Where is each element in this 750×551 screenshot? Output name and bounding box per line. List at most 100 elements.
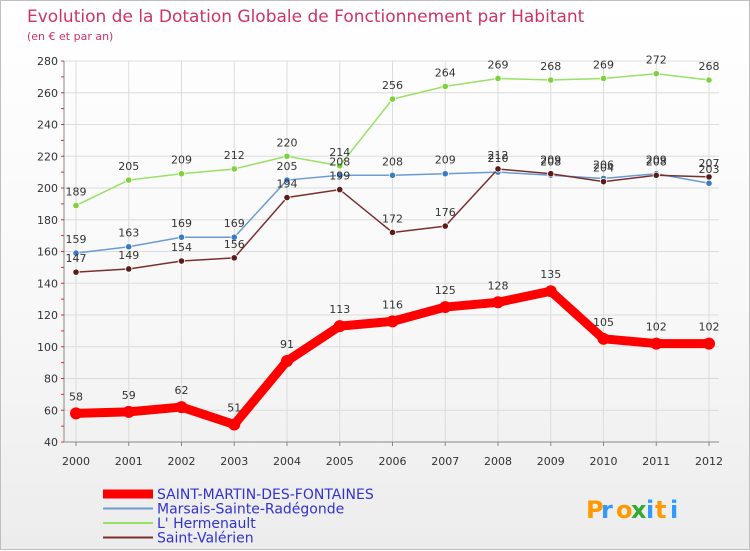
logo-letter: P bbox=[586, 496, 604, 524]
data-point bbox=[650, 337, 663, 350]
legend: SAINT-MARTIN-DES-FONTAINESMarsais-Sainte… bbox=[103, 487, 374, 547]
axis-layer: 40 60 80 100 120 140 160 180 200 220 240 260 280 2000… bbox=[37, 55, 723, 468]
x-tick-label: 2005 bbox=[326, 455, 354, 468]
data-point bbox=[72, 201, 80, 210]
data-label: 154 bbox=[171, 241, 192, 254]
data-label: 206 bbox=[593, 158, 614, 171]
data-point bbox=[336, 185, 344, 194]
data-point bbox=[283, 193, 291, 202]
data-label: 207 bbox=[699, 157, 720, 170]
data-label: 159 bbox=[66, 233, 87, 246]
data-point bbox=[544, 285, 557, 298]
data-point bbox=[703, 337, 715, 350]
y-tick-label: 280 bbox=[37, 55, 58, 68]
y-tick-label: 180 bbox=[37, 214, 58, 227]
data-label: 128 bbox=[488, 279, 509, 292]
data-point bbox=[125, 176, 133, 184]
data-label: 199 bbox=[329, 170, 350, 183]
data-label: 210 bbox=[488, 152, 509, 165]
y-tick-label: 140 bbox=[37, 277, 58, 290]
data-label: 272 bbox=[646, 54, 667, 67]
data-point bbox=[599, 74, 608, 83]
data-point bbox=[72, 268, 80, 276]
series-layer bbox=[70, 70, 715, 431]
data-point bbox=[705, 76, 713, 84]
y-tick-label: 200 bbox=[37, 182, 58, 195]
data-point bbox=[705, 173, 713, 181]
data-label: 156 bbox=[224, 238, 245, 251]
data-label: 176 bbox=[435, 206, 456, 219]
data-point bbox=[283, 176, 291, 184]
data-label: 212 bbox=[488, 149, 509, 162]
data-label: 189 bbox=[66, 185, 87, 198]
data-point bbox=[705, 179, 713, 187]
x-tick-label: 2002 bbox=[168, 455, 196, 468]
data-label: 209 bbox=[435, 154, 456, 167]
data-label: 172 bbox=[382, 212, 403, 225]
logo-letter: r bbox=[601, 496, 613, 524]
data-label: 269 bbox=[488, 58, 509, 71]
x-tick-label: 2012 bbox=[695, 455, 723, 468]
data-point bbox=[177, 257, 186, 265]
y-tick-label: 240 bbox=[37, 119, 58, 132]
data-label: 214 bbox=[329, 146, 350, 159]
y-tick-label: 80 bbox=[44, 373, 58, 386]
data-label: 59 bbox=[122, 389, 136, 402]
data-label: 212 bbox=[224, 149, 245, 162]
data-point bbox=[599, 178, 608, 186]
data-label: 208 bbox=[540, 155, 561, 168]
data-label: 268 bbox=[540, 60, 561, 73]
data-point bbox=[177, 170, 186, 178]
data-point bbox=[336, 171, 344, 179]
data-point bbox=[281, 355, 293, 368]
x-tick-label: 2009 bbox=[537, 455, 565, 468]
data-point bbox=[230, 165, 238, 173]
data-point bbox=[441, 170, 449, 178]
data-point bbox=[441, 82, 449, 91]
logo-letter: t bbox=[655, 496, 666, 524]
data-point bbox=[652, 70, 660, 78]
data-point bbox=[122, 405, 135, 418]
legend-label: SAINT-MARTIN-DES-FONTAINES bbox=[157, 487, 374, 503]
data-label: 209 bbox=[540, 154, 561, 167]
data-label: 269 bbox=[593, 58, 614, 71]
data-label: 125 bbox=[435, 284, 456, 297]
data-label: 220 bbox=[277, 136, 298, 149]
data-label: 113 bbox=[329, 303, 350, 316]
grid-layer bbox=[64, 60, 719, 443]
data-label: 208 bbox=[329, 155, 350, 168]
data-point bbox=[336, 162, 344, 170]
data-label: 204 bbox=[593, 162, 614, 175]
data-label: 51 bbox=[227, 402, 241, 415]
y-tick-label: 100 bbox=[37, 341, 58, 354]
data-label: 147 bbox=[66, 252, 87, 265]
data-point bbox=[177, 233, 186, 241]
data-point bbox=[388, 95, 397, 103]
data-label: 149 bbox=[118, 249, 139, 262]
logo-letter: i bbox=[646, 496, 654, 524]
x-tick-label: 2007 bbox=[431, 455, 459, 468]
y-tick-label: 260 bbox=[37, 87, 58, 100]
data-point bbox=[230, 233, 238, 241]
data-point bbox=[283, 152, 291, 160]
data-point bbox=[228, 418, 241, 431]
data-point bbox=[125, 265, 133, 273]
data-label-layer: 58 59 62 51 91 113 116 125 128 135 105 102 102 159 163… bbox=[66, 54, 720, 415]
data-point bbox=[492, 296, 504, 309]
x-tick-label: 2010 bbox=[590, 455, 618, 468]
y-tick-label: 60 bbox=[44, 404, 58, 417]
data-point bbox=[441, 222, 449, 230]
data-label: 135 bbox=[540, 268, 561, 281]
x-tick-label: 2008 bbox=[484, 455, 512, 468]
data-point bbox=[175, 401, 188, 414]
logo-letter: x bbox=[631, 496, 647, 524]
logo-letter: i bbox=[670, 496, 678, 524]
logo-letter: o bbox=[616, 496, 633, 524]
data-point bbox=[230, 254, 238, 262]
x-tick-label: 2006 bbox=[379, 455, 407, 468]
x-tick-label: 2000 bbox=[62, 455, 90, 468]
chart-subtitle: (en € et par an) bbox=[27, 30, 113, 43]
data-label: 58 bbox=[69, 390, 83, 403]
chart-title: Evolution de la Dotation Globale de Fonc… bbox=[27, 7, 585, 27]
